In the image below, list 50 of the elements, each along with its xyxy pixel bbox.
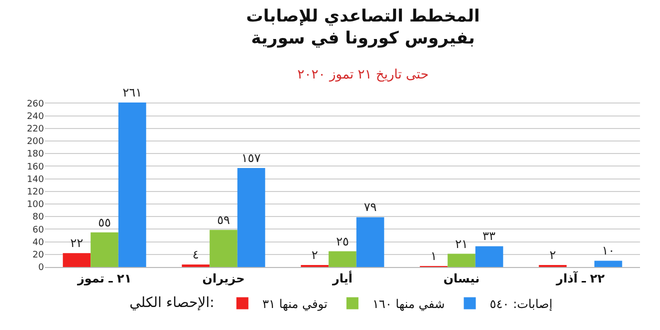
x-tick-label: نيسان [443, 271, 480, 286]
y-tick-label: 220 [26, 124, 44, 135]
legend-title: الإحصاء الكلي: [130, 294, 214, 311]
bar [237, 168, 266, 267]
y-tick-label: 60 [32, 225, 44, 236]
y-tick-label: 140 [26, 174, 44, 185]
bar [62, 253, 91, 267]
y-tick-label: 180 [26, 150, 44, 160]
y-tick-label: 100 [26, 200, 44, 210]
bar [210, 230, 238, 267]
data-label: ١٠ [602, 244, 615, 258]
legend-label: توفي منها ٣١ [262, 296, 328, 311]
y-tick-label: 200 [26, 137, 44, 148]
legend-label: شفي منها ١٦٠ [372, 296, 445, 311]
y-tick-label: 0 [38, 263, 44, 274]
y-tick-label: 20 [32, 250, 44, 261]
data-label: ٢٢ [70, 236, 84, 250]
y-tick-label: 120 [26, 188, 44, 198]
x-tick-label: أيار [331, 270, 353, 286]
bar [594, 260, 622, 267]
x-tick-label: ٢١ ـ تموز [76, 271, 132, 286]
chart-subtitle: حتى تاريخ ٢١ تموز ٢٠٢٠ [297, 67, 429, 82]
y-tick-label: 80 [32, 212, 44, 223]
data-label: ٣٣ [482, 229, 496, 244]
data-label: ٧٩ [364, 200, 377, 214]
bar [448, 254, 476, 267]
bar [328, 251, 356, 267]
y-tick-label: 240 [26, 112, 44, 122]
x-tick-label: ٢٢ ـ آذار [555, 270, 606, 286]
y-tick-label: 40 [32, 238, 44, 248]
legend-label: إصابات: ٥٤٠ [490, 296, 552, 311]
data-label: ٢١ [455, 236, 468, 251]
bar [90, 232, 118, 267]
data-label: ٢٥ [336, 234, 349, 248]
data-label: ١٥٧ [241, 151, 262, 166]
bar [356, 217, 384, 267]
data-label: ٢ [550, 248, 556, 262]
data-label: ٢٦١ [122, 86, 142, 100]
data-label: ٢ [312, 248, 318, 262]
data-label: ٤ [192, 247, 199, 262]
y-tick-label: 160 [26, 162, 44, 172]
chart-title: المخطط التصاعدي للإصابات بفيروس كورونا في سورية [246, 6, 480, 49]
data-label: ٥٩ [217, 212, 230, 227]
y-tick-label: 260 [26, 99, 44, 110]
bar [118, 102, 146, 267]
data-label: ٥٥ [98, 215, 111, 230]
bar [475, 246, 504, 267]
x-tick-label: حزيران [202, 271, 245, 286]
bar [182, 264, 210, 267]
data-label: ١ [430, 249, 437, 263]
